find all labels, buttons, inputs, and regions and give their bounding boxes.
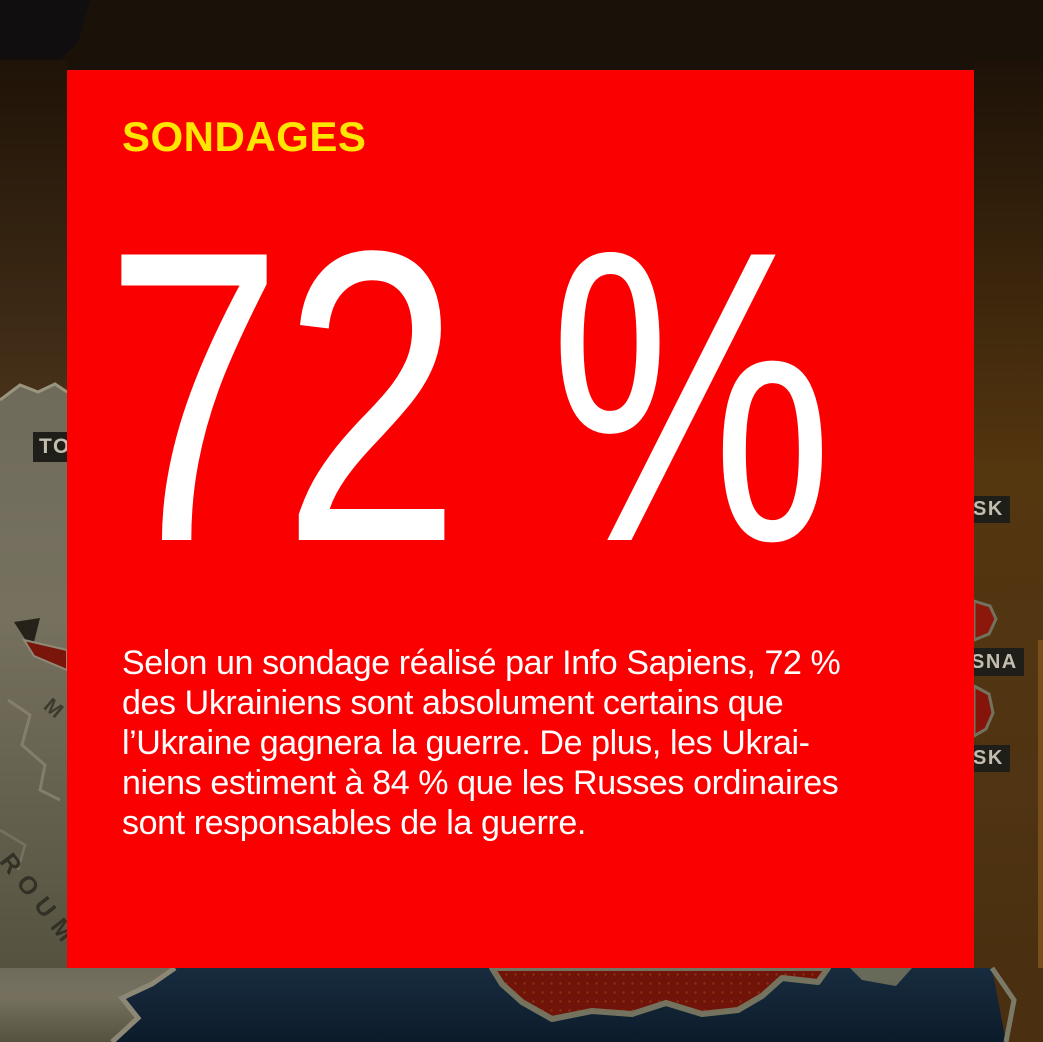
map-city-label-sk-top: SK	[967, 496, 1010, 523]
map-city-label-sna: SNA	[965, 648, 1024, 676]
stat-value: 72 %	[105, 164, 834, 628]
stat-description: Selon un sondage réalisé par Info Sapien…	[122, 644, 841, 842]
map-city-label-sk-bottom: SK	[967, 745, 1010, 772]
card-kicker: SONDAGES	[122, 113, 367, 160]
stat-card: SONDAGES 72 % Selon un sondage réalisé p…	[67, 70, 974, 968]
